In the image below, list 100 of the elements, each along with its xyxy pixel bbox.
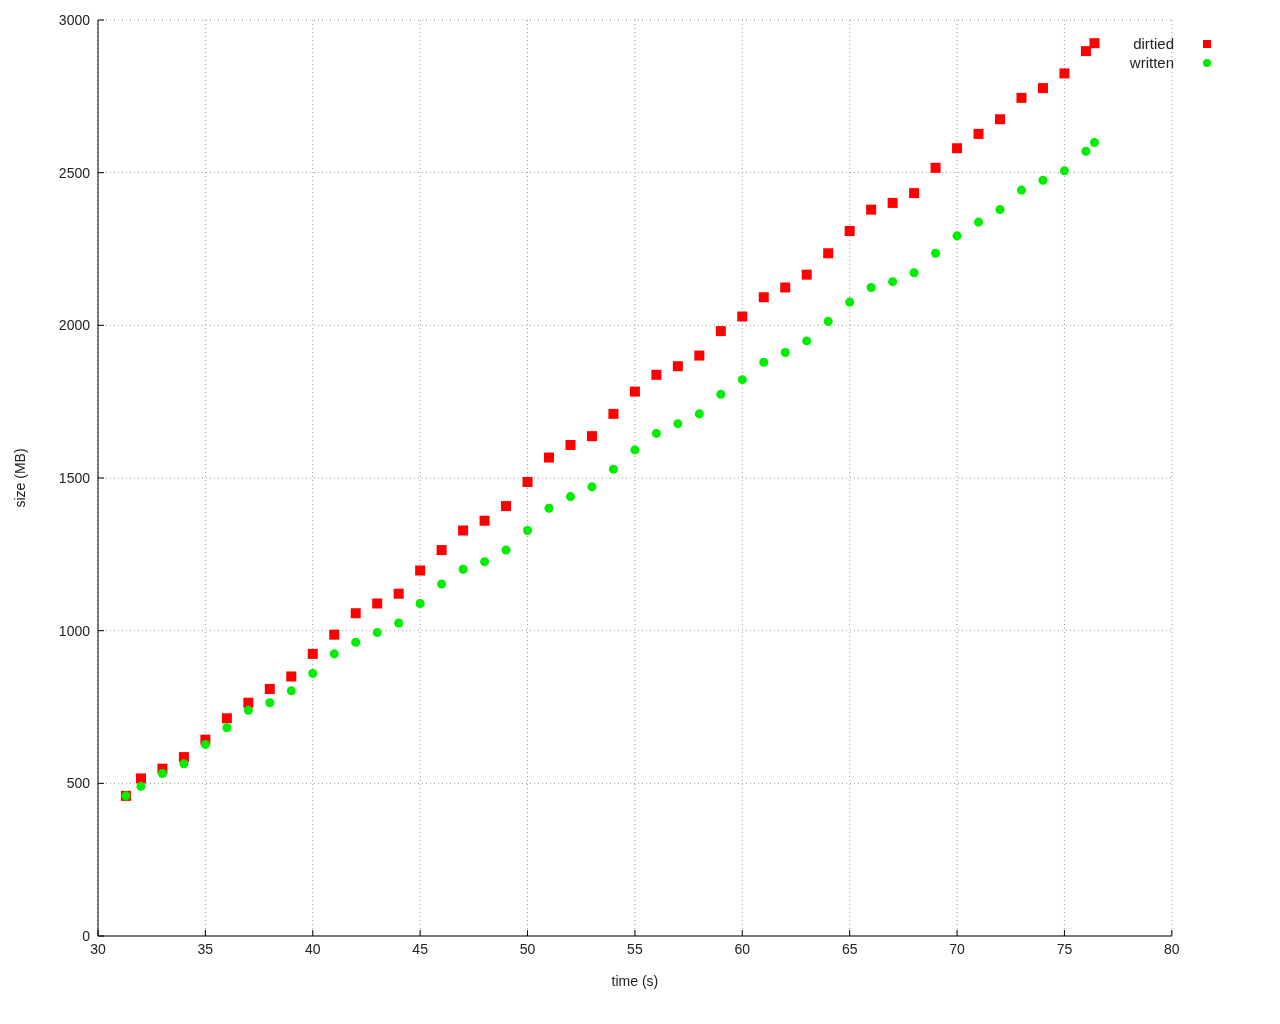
point (801, 269, 812, 280)
point (1059, 68, 1070, 79)
y-tick-label: 500 (66, 775, 91, 792)
point (758, 292, 769, 303)
point (672, 361, 683, 372)
point (157, 769, 167, 779)
y-axis-title: size (MB) (11, 448, 28, 508)
y-tick-label: 2500 (58, 164, 91, 181)
y-tick-label: 1000 (58, 622, 91, 639)
point (1038, 175, 1048, 185)
x-tick-label: 60 (734, 940, 751, 957)
x-tick-label: 55 (627, 940, 643, 957)
point (458, 564, 468, 574)
x-tick-label: 80 (1164, 940, 1180, 957)
point (651, 428, 661, 438)
point (350, 608, 361, 619)
point (952, 231, 962, 241)
x-tick-label: 45 (412, 940, 429, 957)
point (823, 248, 834, 259)
point (673, 419, 683, 429)
point (523, 526, 533, 536)
point (630, 445, 640, 455)
point (1016, 185, 1026, 195)
point (1080, 46, 1091, 57)
x-tick-label: 50 (519, 940, 536, 957)
point (802, 336, 812, 346)
point (973, 128, 984, 139)
point (286, 686, 296, 696)
point (351, 637, 361, 647)
point (866, 282, 876, 292)
y-tick-label: 0 (82, 927, 91, 944)
point (136, 781, 146, 791)
point (329, 649, 339, 659)
point (974, 217, 984, 227)
point (501, 545, 511, 555)
point (1059, 166, 1069, 176)
legend-label: written (1129, 53, 1174, 72)
point (586, 431, 597, 442)
point (995, 205, 1005, 215)
y-tick-label: 2000 (58, 317, 91, 334)
point (629, 386, 640, 397)
point (694, 350, 705, 361)
point (436, 545, 447, 556)
point (565, 440, 576, 451)
x-tick-label: 30 (90, 940, 106, 957)
point (479, 515, 490, 526)
point (372, 627, 382, 637)
point (221, 713, 232, 724)
point (823, 316, 833, 326)
point (952, 143, 963, 154)
point (651, 369, 662, 380)
point (265, 698, 275, 708)
point (1089, 38, 1100, 49)
point (222, 723, 232, 733)
point (1081, 146, 1091, 156)
x-tick-label: 35 (197, 940, 214, 957)
x-tick-label: 75 (1056, 940, 1073, 957)
x-tick-label: 65 (841, 940, 858, 957)
point (415, 565, 426, 576)
y-tick-label: 1500 (58, 469, 91, 486)
point (458, 525, 469, 536)
legend-label: dirtied (1133, 34, 1174, 53)
point (415, 598, 425, 608)
point (393, 588, 404, 599)
point (372, 598, 383, 609)
point (759, 357, 769, 367)
point (844, 225, 855, 236)
point (179, 759, 189, 769)
x-tick-label: 40 (304, 940, 321, 957)
point (888, 277, 898, 287)
point (780, 282, 791, 293)
point (501, 501, 512, 512)
point (307, 648, 318, 659)
point (716, 389, 726, 399)
point (866, 204, 877, 215)
point (480, 557, 490, 567)
point (308, 668, 318, 678)
point (1037, 83, 1048, 94)
point (930, 162, 941, 173)
y-tick-label: 3000 (58, 11, 91, 28)
point (565, 492, 575, 502)
point (715, 326, 726, 337)
point (608, 408, 619, 419)
point (780, 348, 790, 358)
point (845, 297, 855, 307)
x-axis-title: time (s) (611, 973, 659, 989)
x-tick-label: 70 (949, 940, 966, 957)
point (544, 452, 554, 463)
point (694, 409, 704, 419)
point (135, 773, 146, 784)
point (544, 503, 554, 513)
point (737, 311, 748, 322)
point (909, 268, 919, 278)
point (587, 482, 597, 492)
point (909, 188, 920, 199)
point (437, 579, 447, 589)
point (887, 197, 898, 208)
point (931, 248, 941, 258)
point (264, 683, 275, 694)
point (1016, 92, 1027, 103)
